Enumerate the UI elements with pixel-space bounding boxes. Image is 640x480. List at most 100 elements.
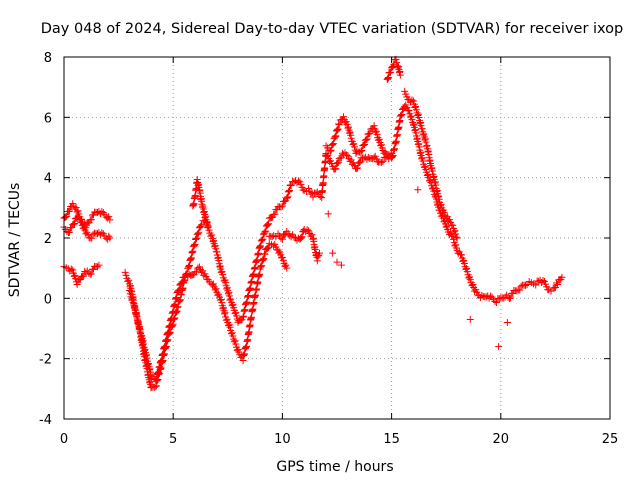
data-point-marker	[308, 231, 316, 239]
data-point-marker	[232, 309, 240, 317]
data-point-marker	[354, 164, 362, 172]
data-point-marker	[128, 295, 136, 303]
data-point-marker	[176, 296, 184, 304]
data-point-marker	[257, 237, 265, 245]
data-point-marker	[350, 143, 358, 151]
data-point-marker	[193, 234, 201, 242]
data-point-marker	[278, 253, 286, 261]
data-point-marker	[451, 227, 459, 235]
data-point-marker	[262, 227, 270, 235]
data-point-marker	[316, 193, 324, 201]
y-tick-label: 2	[44, 232, 52, 247]
data-point-marker	[421, 162, 429, 170]
data-point-marker	[154, 368, 162, 376]
data-point-marker	[503, 318, 511, 326]
data-point-marker	[258, 236, 266, 244]
data-point-marker	[79, 224, 87, 232]
data-point-marker	[73, 208, 81, 216]
data-point-marker	[152, 382, 160, 390]
data-point-marker	[443, 222, 451, 230]
data-point-marker	[192, 235, 200, 243]
data-point-marker	[377, 158, 385, 166]
data-point-marker	[372, 127, 380, 135]
data-point-marker	[558, 273, 566, 281]
data-point-marker	[173, 307, 181, 315]
y-tick-label: -4	[39, 413, 52, 428]
data-point-marker	[331, 133, 339, 141]
data-point-marker	[205, 226, 213, 234]
data-point-marker	[221, 310, 229, 318]
data-point-marker	[212, 285, 220, 293]
data-point-marker	[373, 130, 381, 138]
data-point-marker	[98, 229, 106, 237]
data-point-marker	[329, 249, 337, 257]
data-point-marker	[398, 111, 406, 119]
data-point-marker	[347, 134, 355, 142]
data-point-marker	[67, 265, 75, 273]
data-point-marker	[223, 315, 231, 323]
data-point-marker	[70, 220, 78, 228]
y-tick-label: -2	[39, 353, 52, 368]
data-point-marker	[228, 329, 236, 337]
data-point-marker	[409, 97, 417, 105]
data-point-marker	[312, 189, 320, 197]
data-point-marker	[334, 125, 342, 133]
data-point-marker	[174, 288, 182, 296]
data-point-marker	[122, 271, 130, 279]
data-point-marker	[191, 240, 199, 248]
data-point-marker	[215, 290, 223, 298]
data-point-marker	[265, 220, 273, 228]
data-point-marker	[264, 244, 272, 252]
data-point-marker	[460, 260, 468, 268]
data-point-marker	[276, 248, 284, 256]
data-point-marker	[87, 216, 95, 224]
axis-ticks: 0 5 10 15 20 25 -4 -2 0 2 4 6 8	[39, 51, 618, 447]
data-point-marker	[259, 255, 267, 263]
data-point-marker	[281, 262, 289, 270]
data-point-marker	[177, 290, 185, 298]
data-point-marker	[152, 375, 160, 383]
data-point-marker	[290, 233, 298, 241]
data-point-marker	[513, 287, 521, 295]
data-point-marker	[452, 241, 460, 249]
data-point-marker	[222, 279, 230, 287]
data-point-marker	[260, 255, 268, 263]
data-point-marker	[197, 222, 205, 230]
data-point-marker	[152, 382, 160, 390]
y-tick-label: 0	[44, 292, 52, 307]
data-point-marker	[274, 246, 282, 254]
data-point-marker	[356, 158, 364, 166]
data-point-marker	[73, 280, 81, 288]
data-point-marker	[313, 257, 321, 265]
data-point-marker	[487, 292, 495, 300]
data-point-marker	[126, 290, 134, 298]
data-point-marker	[297, 234, 305, 242]
x-tick-label: 5	[169, 432, 177, 447]
data-point-marker	[280, 259, 288, 267]
data-point-marker	[210, 283, 218, 291]
data-point-marker	[155, 363, 163, 371]
data-point-marker	[341, 119, 349, 127]
data-point-marker	[178, 278, 186, 286]
data-points	[60, 55, 566, 392]
data-point-marker	[408, 96, 416, 104]
data-point-marker	[309, 193, 317, 201]
data-point-marker	[71, 271, 79, 279]
data-point-marker	[257, 242, 265, 250]
data-point-marker	[233, 312, 241, 320]
data-point-marker	[257, 263, 265, 271]
data-point-marker	[231, 337, 239, 345]
data-point-marker	[465, 274, 473, 282]
y-tick-label: 4	[44, 172, 52, 187]
data-point-marker	[263, 221, 271, 229]
data-point-marker	[264, 244, 272, 252]
data-point-marker	[405, 107, 413, 115]
data-point-marker	[297, 234, 305, 242]
data-point-marker	[217, 296, 225, 304]
data-point-marker	[121, 268, 129, 276]
data-point-marker	[154, 369, 162, 377]
data-point-marker	[492, 299, 500, 307]
data-point-marker	[491, 298, 499, 306]
data-point-marker	[259, 256, 267, 264]
data-point-marker	[331, 133, 339, 141]
